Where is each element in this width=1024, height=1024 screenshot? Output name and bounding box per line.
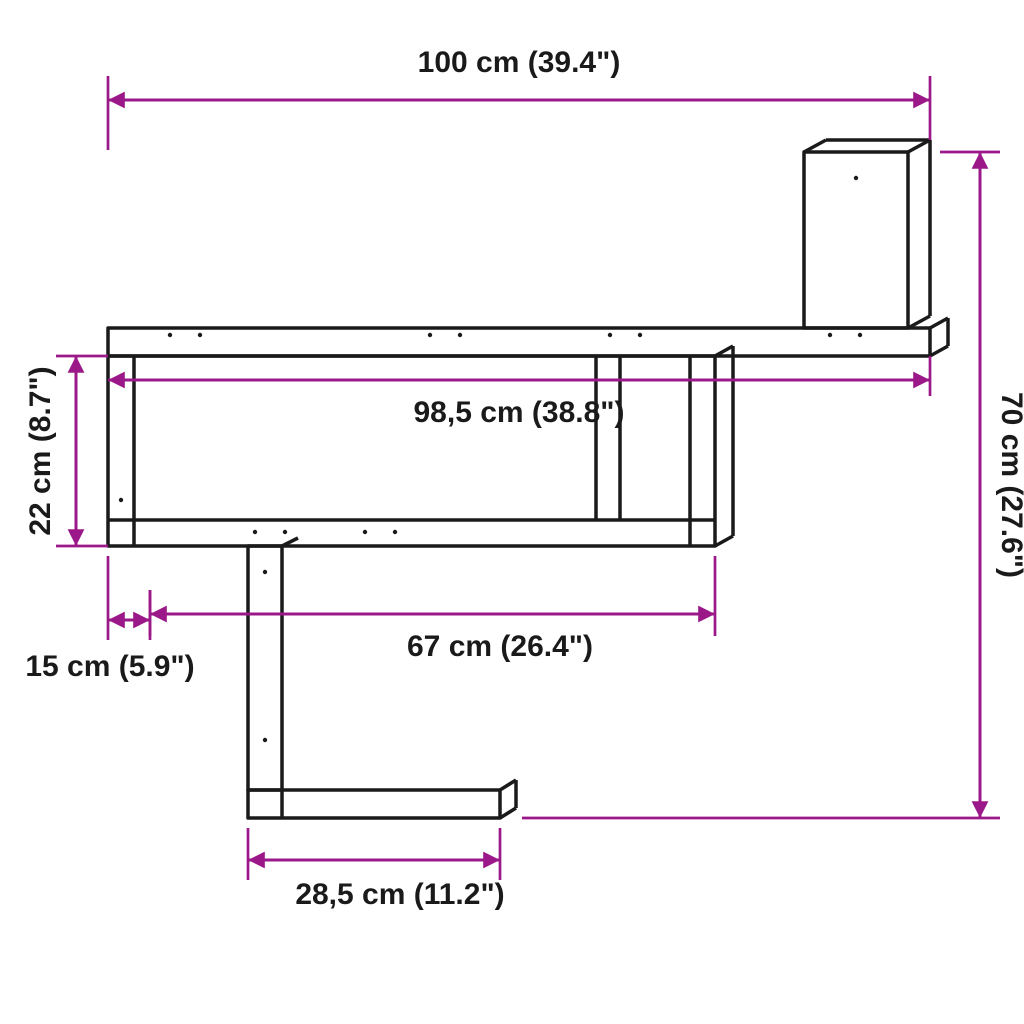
label-shelf-inner: 98,5 cm (38.8") (413, 396, 624, 429)
label-mid-width: 67 cm (26.4") (407, 630, 593, 663)
product-outline (108, 140, 948, 818)
label-foot-width: 28,5 cm (11.2") (295, 878, 504, 911)
dim-shelf-inner: 98,5 cm (38.8") (108, 356, 930, 429)
dimension-set: 100 cm (39.4") 70 cm (27.6") 98,5 cm (38… (24, 46, 1024, 911)
label-top-width: 100 cm (39.4") (418, 46, 621, 79)
dim-mid-width: 67 cm (26.4") (150, 556, 715, 663)
technical-drawing: 100 cm (39.4") 70 cm (27.6") 98,5 cm (38… (0, 0, 1024, 1024)
dim-depth: 15 cm (5.9") (25, 556, 194, 683)
label-box-height: 22 cm (8.7") (24, 366, 57, 535)
dim-foot-width: 28,5 cm (11.2") (248, 828, 505, 911)
label-right-height: 70 cm (27.6") (995, 392, 1024, 578)
dim-box-height: 22 cm (8.7") (24, 356, 108, 546)
label-depth: 15 cm (5.9") (25, 650, 194, 683)
dim-top-width: 100 cm (39.4") (108, 46, 930, 150)
